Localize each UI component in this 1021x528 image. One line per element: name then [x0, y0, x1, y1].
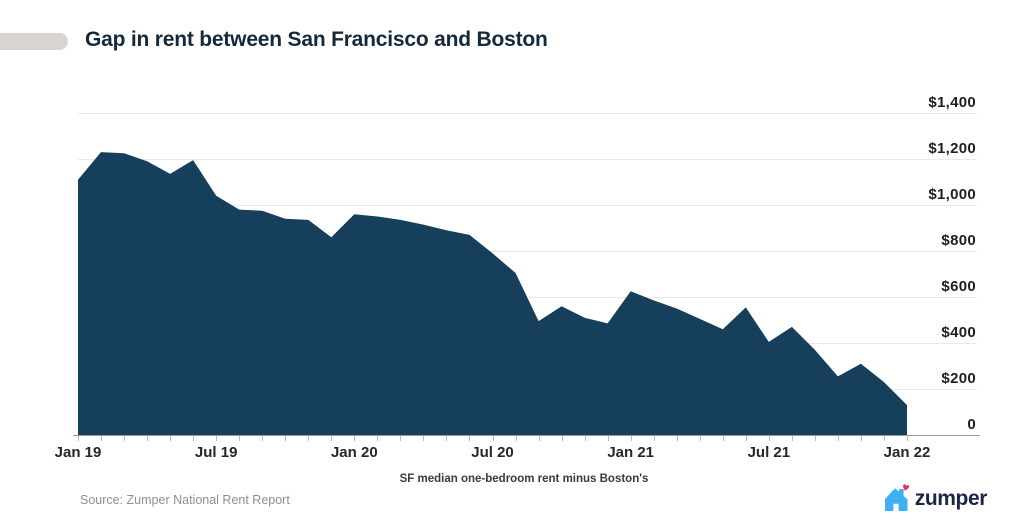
rent-gap-area-chart: $1,400 $1,200 $1,000 $800 $600 $400 $200 0 Jan 1… [55, 94, 980, 461]
house-shape [884, 488, 908, 511]
x-axis-label: Jul 21 [748, 444, 791, 461]
source-note: Source: Zumper National Rent Report [80, 493, 290, 507]
x-axis-label: Jan 19 [55, 444, 102, 461]
page-title: Gap in rent between San Francisco and Bo… [85, 28, 548, 51]
chart-caption: SF median one-bedroom rent minus Boston'… [399, 473, 649, 485]
x-axis-label: Jan 22 [884, 444, 931, 461]
area-series-rent-gap [78, 152, 907, 435]
brand-accent-bar [0, 33, 68, 50]
y-axis-label: $1,000 [928, 186, 976, 203]
y-axis-label: $1,400 [928, 94, 976, 111]
x-axis-label: Jul 20 [471, 444, 514, 461]
zumper-wordmark: zumper [914, 487, 988, 510]
y-axis-label: $800 [941, 232, 976, 249]
zumper-logo: ♥ zumper [881, 484, 987, 514]
heart-icon: ♥ [900, 484, 910, 495]
y-axis-label: $400 [941, 324, 976, 341]
x-axis-label: Jul 19 [195, 444, 238, 461]
y-axis-label: $1,200 [928, 140, 976, 157]
y-axis-label: $200 [941, 370, 976, 387]
y-axis-label: $600 [941, 278, 976, 295]
x-axis-label: Jan 21 [607, 444, 654, 461]
y-axis-label: 0 [967, 416, 976, 433]
zumper-house-icon: ♥ [884, 484, 910, 511]
x-axis-label: Jan 20 [331, 444, 378, 461]
